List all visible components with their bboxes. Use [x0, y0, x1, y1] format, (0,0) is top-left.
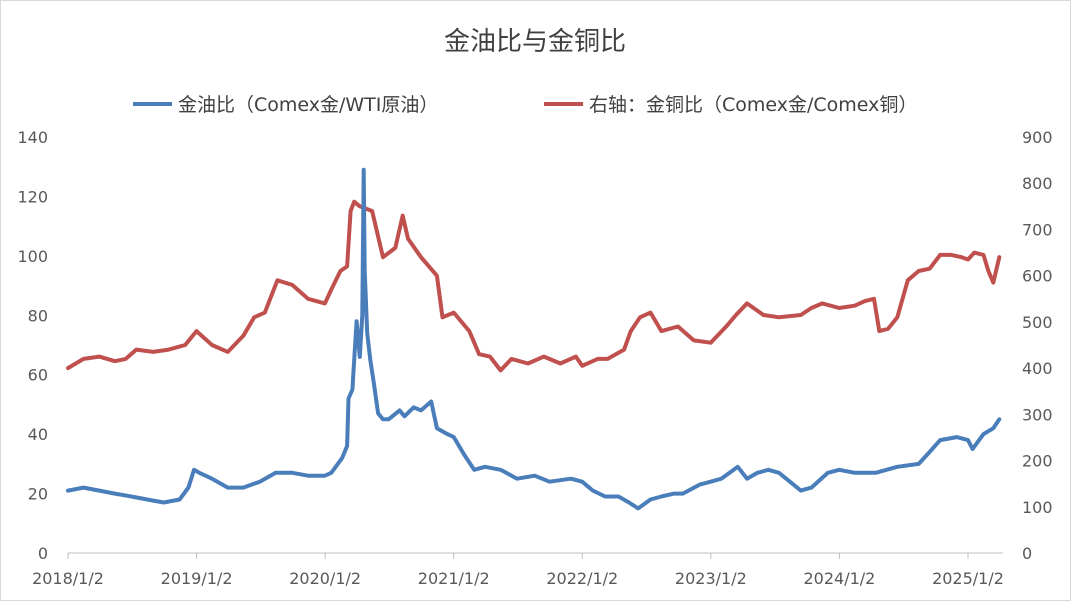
y-right-tick-label: 100 — [1022, 498, 1053, 517]
y-right-tick-label: 200 — [1022, 452, 1053, 471]
x-tick-label: 2022/1/2 — [546, 569, 618, 588]
y-left-tick-label: 80 — [28, 306, 48, 325]
x-tick-label: 2021/1/2 — [418, 569, 490, 588]
series-line-gold-copper — [66, 199, 1002, 373]
y-left-tick-label: 20 — [28, 485, 48, 504]
y-right-tick-label: 600 — [1022, 267, 1053, 286]
y-left-tick-label: 0 — [38, 544, 48, 563]
x-tick-label: 2023/1/2 — [675, 569, 747, 588]
legend-label-gold-copper: 右轴：金铜比（Comex金/Comex铜） — [589, 94, 917, 116]
y-left-tick-label: 100 — [17, 247, 48, 266]
axes: 2018/1/2 2019/1/2 2020/1/2 2021/1/2 2022/1/2… — [17, 128, 1052, 588]
x-tick-label: 2018/1/2 — [32, 569, 104, 588]
legend-label-gold-oil: 金油比（Comex金/WTI原油） — [178, 94, 438, 116]
chart-title: 金油比与金铜比 — [444, 27, 626, 57]
y-right-tick-label: 900 — [1022, 128, 1053, 147]
x-tick-label: 2020/1/2 — [289, 569, 361, 588]
series-line-gold-oil — [66, 167, 1002, 511]
y-right-tick-label: 0 — [1022, 544, 1032, 563]
y-left-tick-label: 60 — [28, 366, 48, 385]
y-right-tick-label: 400 — [1022, 359, 1053, 378]
x-tick-label: 2025/1/2 — [932, 569, 1004, 588]
y-right-tick-label: 300 — [1022, 405, 1053, 424]
chart-legend: 金油比（Comex金/WTI原油） 右轴：金铜比（Comex金/Comex铜） — [133, 94, 917, 116]
x-tick-label: 2019/1/2 — [161, 569, 233, 588]
y-right-tick-label: 500 — [1022, 313, 1053, 332]
y-left-tick-label: 140 — [17, 128, 48, 147]
y-right-tick-label: 800 — [1022, 174, 1053, 193]
y-left-tick-label: 120 — [17, 187, 48, 206]
y-left-tick-label: 40 — [28, 425, 48, 444]
y-right-tick-label: 700 — [1022, 220, 1053, 239]
plot-area — [66, 167, 1002, 511]
x-tick-label: 2024/1/2 — [803, 569, 875, 588]
